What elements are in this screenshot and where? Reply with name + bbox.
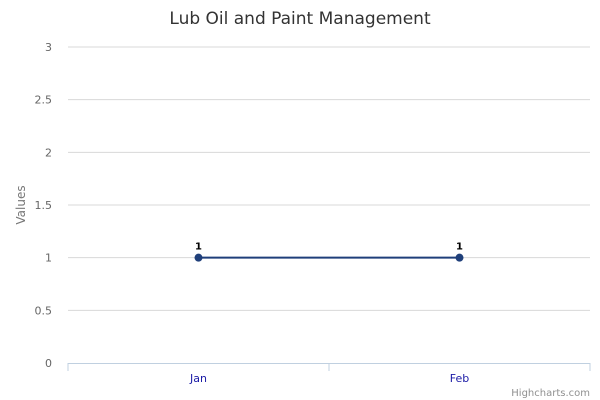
- x-tick-label: Jan: [189, 372, 207, 385]
- y-tick-label: 3: [45, 41, 52, 54]
- y-axis-label: Values: [14, 185, 28, 224]
- x-axis-ticks: Jan Feb: [189, 372, 469, 385]
- x-axis: [67, 363, 591, 371]
- y-tick-label: 1: [45, 252, 52, 265]
- x-tick-label: Feb: [450, 372, 469, 385]
- series-layer: [194, 253, 464, 262]
- data-label: 1: [195, 242, 202, 253]
- grid: [68, 46, 590, 311]
- data-label: 1: [456, 242, 463, 253]
- y-tick-label: 2: [45, 146, 52, 159]
- y-tick-label: 0: [45, 357, 52, 370]
- y-tick-label: 0.5: [35, 304, 53, 317]
- credits-link[interactable]: Highcharts.com: [511, 388, 590, 399]
- y-tick-label: 2.5: [35, 94, 53, 107]
- y-axis-ticks: 0 0.5 1 1.5 2 2.5 3: [35, 41, 53, 370]
- chart-title: Lub Oil and Paint Management: [169, 9, 431, 29]
- data-point[interactable]: [455, 253, 464, 262]
- data-point[interactable]: [194, 253, 203, 262]
- y-tick-label: 1.5: [35, 199, 53, 212]
